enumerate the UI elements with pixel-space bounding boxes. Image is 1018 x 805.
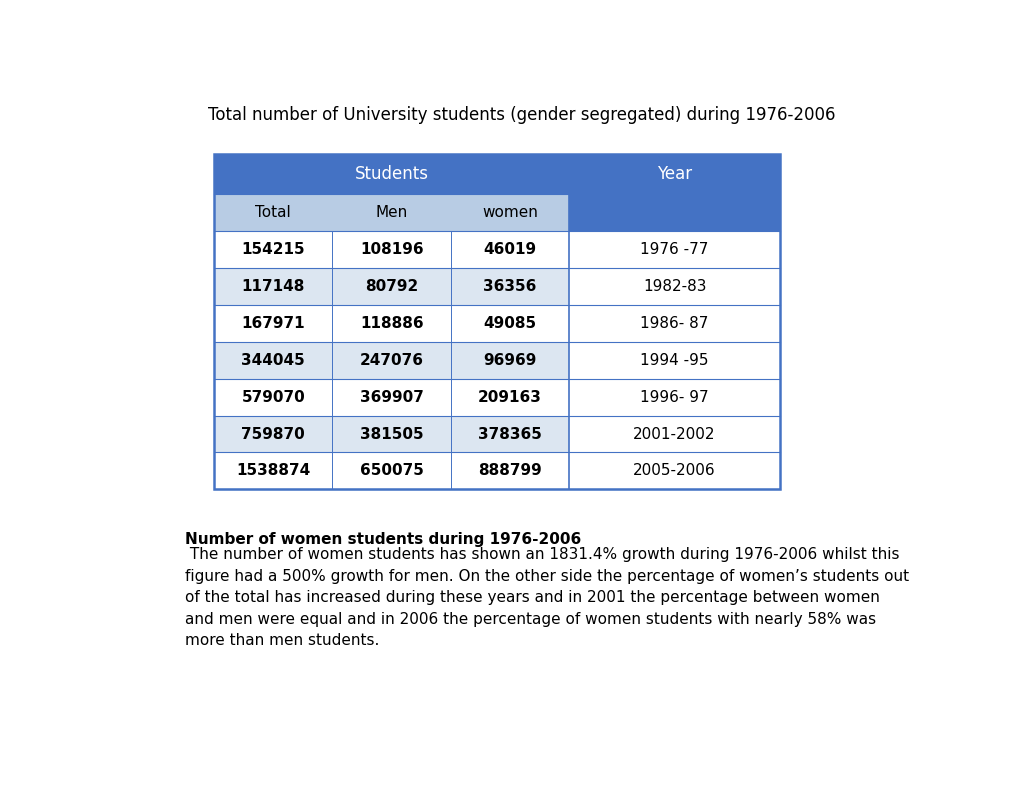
Bar bbox=[214, 415, 569, 452]
Text: 1538874: 1538874 bbox=[236, 464, 310, 478]
Text: Total number of University students (gender segregated) during 1976-2006: Total number of University students (gen… bbox=[208, 105, 836, 124]
Bar bbox=[569, 378, 780, 415]
Bar bbox=[569, 231, 780, 268]
Text: Number of women students during 1976-2006: Number of women students during 1976-200… bbox=[185, 531, 581, 547]
Bar bbox=[569, 415, 780, 452]
Text: 80792: 80792 bbox=[365, 279, 418, 294]
Text: Total: Total bbox=[256, 205, 291, 221]
Text: 2005-2006: 2005-2006 bbox=[633, 464, 716, 478]
Bar bbox=[214, 194, 569, 231]
Bar bbox=[569, 268, 780, 305]
Text: 888799: 888799 bbox=[478, 464, 542, 478]
Text: 108196: 108196 bbox=[360, 242, 423, 258]
Text: 378365: 378365 bbox=[478, 427, 542, 441]
Bar bbox=[214, 378, 569, 415]
Text: 2001-2002: 2001-2002 bbox=[633, 427, 716, 441]
Text: Year: Year bbox=[657, 165, 692, 184]
Text: 759870: 759870 bbox=[241, 427, 305, 441]
Text: 154215: 154215 bbox=[241, 242, 305, 258]
Bar bbox=[569, 342, 780, 378]
Bar bbox=[214, 268, 569, 305]
Text: 1986- 87: 1986- 87 bbox=[640, 316, 709, 331]
Text: 117148: 117148 bbox=[241, 279, 305, 294]
Text: 650075: 650075 bbox=[359, 464, 423, 478]
Bar bbox=[569, 452, 780, 489]
Text: Students: Students bbox=[354, 165, 429, 184]
Bar bbox=[569, 305, 780, 342]
Bar bbox=[214, 452, 569, 489]
Text: 369907: 369907 bbox=[359, 390, 423, 405]
Text: 381505: 381505 bbox=[360, 427, 423, 441]
Text: 118886: 118886 bbox=[360, 316, 423, 331]
Text: 1976 -77: 1976 -77 bbox=[640, 242, 709, 258]
Text: 96969: 96969 bbox=[484, 353, 536, 368]
Text: 344045: 344045 bbox=[241, 353, 305, 368]
Text: 1982-83: 1982-83 bbox=[642, 279, 706, 294]
Bar bbox=[214, 342, 569, 378]
Text: 579070: 579070 bbox=[241, 390, 305, 405]
Text: 46019: 46019 bbox=[484, 242, 536, 258]
Bar bbox=[569, 155, 780, 194]
Text: 1996- 97: 1996- 97 bbox=[640, 390, 709, 405]
Text: 49085: 49085 bbox=[484, 316, 536, 331]
Bar bbox=[214, 155, 780, 489]
Bar bbox=[214, 155, 569, 194]
Text: 36356: 36356 bbox=[484, 279, 536, 294]
Text: Men: Men bbox=[376, 205, 408, 221]
Bar bbox=[214, 305, 569, 342]
Text: 1994 -95: 1994 -95 bbox=[640, 353, 709, 368]
Bar bbox=[214, 231, 569, 268]
Bar bbox=[569, 194, 780, 231]
Text: 209163: 209163 bbox=[478, 390, 542, 405]
Text: 247076: 247076 bbox=[359, 353, 423, 368]
Text: 167971: 167971 bbox=[241, 316, 305, 331]
Text: The number of women students has shown an 1831.4% growth during 1976-2006 whilst: The number of women students has shown a… bbox=[185, 547, 909, 649]
Text: women: women bbox=[483, 205, 539, 221]
